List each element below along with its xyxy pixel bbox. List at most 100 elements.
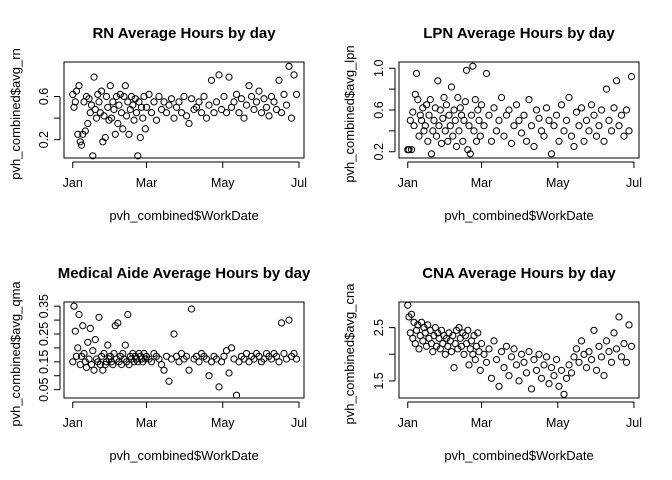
data-point (79, 322, 87, 330)
data-point (557, 366, 566, 374)
data-point (547, 150, 556, 158)
data-point (535, 350, 543, 358)
data-point (157, 105, 166, 114)
data-point (69, 358, 77, 366)
data-point (587, 101, 596, 109)
data-point (84, 338, 92, 346)
data-point (82, 92, 91, 101)
data-point (470, 127, 478, 135)
data-point (461, 98, 469, 106)
data-point (212, 98, 221, 106)
data-point (407, 310, 416, 318)
data-point (505, 372, 513, 380)
data-point (512, 101, 521, 109)
data-point (225, 369, 233, 377)
y-tick-label: 0.35 (37, 294, 51, 318)
data-point (119, 349, 127, 358)
data-point (575, 358, 583, 366)
data-point (207, 76, 216, 84)
data-point (255, 87, 263, 95)
data-point (130, 116, 138, 124)
data-point (222, 109, 231, 117)
data-point (167, 95, 176, 103)
y-axis: 0.05 0.15 0.25 0.35 (37, 294, 61, 402)
data-point (550, 372, 558, 380)
data-point (555, 382, 563, 390)
data-point (124, 310, 132, 319)
data-point (477, 101, 486, 109)
data-point (495, 382, 503, 390)
data-point (607, 127, 616, 135)
data-point (114, 319, 122, 327)
data-point (515, 116, 523, 125)
data-point (95, 98, 103, 106)
data-point (625, 321, 633, 329)
data-point (427, 150, 436, 158)
data-point (101, 133, 109, 142)
data-point (285, 316, 293, 324)
data-point (120, 92, 128, 101)
data-point (520, 358, 528, 366)
data-point (450, 106, 458, 114)
data-point (426, 96, 434, 104)
data-point (71, 98, 79, 106)
data-point (476, 366, 484, 374)
data-point (520, 111, 528, 119)
data-point (277, 319, 286, 327)
data-point (512, 361, 521, 369)
data-point (562, 116, 571, 125)
data-point (582, 364, 591, 372)
data-point (187, 95, 196, 103)
data-point (476, 132, 484, 140)
data-point (100, 349, 108, 358)
data-point (424, 137, 432, 145)
data-point (127, 92, 136, 101)
data-point (185, 119, 193, 128)
data-point (245, 82, 253, 90)
data-point (471, 356, 479, 364)
data-point (200, 92, 208, 101)
data-point (124, 98, 132, 106)
x-tick-label: Mar (471, 176, 493, 190)
data-point (530, 142, 538, 151)
x-tick-label: Jan (398, 176, 418, 190)
scatter-points (404, 301, 636, 398)
data-point (430, 116, 438, 125)
data-point (485, 111, 493, 119)
data-point (109, 361, 117, 369)
panel-rn: RN Average Hours by day pvh_combined$Wor… (8, 25, 307, 223)
data-point (547, 364, 556, 372)
data-point (490, 337, 498, 345)
data-point (287, 114, 296, 122)
data-point (492, 127, 501, 135)
data-point (447, 83, 456, 91)
x-axis-label: pvh_combined$WorkDate (109, 448, 258, 463)
data-point (429, 127, 437, 135)
data-point (465, 361, 473, 369)
data-point (510, 122, 518, 130)
data-point (220, 92, 228, 101)
data-point (450, 364, 458, 372)
data-point (429, 348, 437, 356)
data-point (607, 358, 616, 366)
data-point (405, 146, 413, 154)
data-point (465, 122, 473, 130)
data-point (240, 114, 248, 122)
data-point (247, 92, 256, 101)
data-point (464, 326, 472, 334)
y-tick-label: 1.5 (372, 372, 386, 389)
data-point (602, 85, 611, 93)
data-point (532, 366, 541, 374)
data-point (490, 104, 498, 112)
data-point (195, 98, 203, 106)
data-point (527, 385, 536, 393)
data-point (410, 122, 418, 130)
data-point (404, 301, 412, 309)
data-point (409, 108, 417, 116)
data-point (139, 114, 147, 122)
data-point (137, 103, 146, 111)
data-point (565, 93, 573, 102)
data-point (71, 327, 79, 335)
data-point (515, 377, 523, 385)
